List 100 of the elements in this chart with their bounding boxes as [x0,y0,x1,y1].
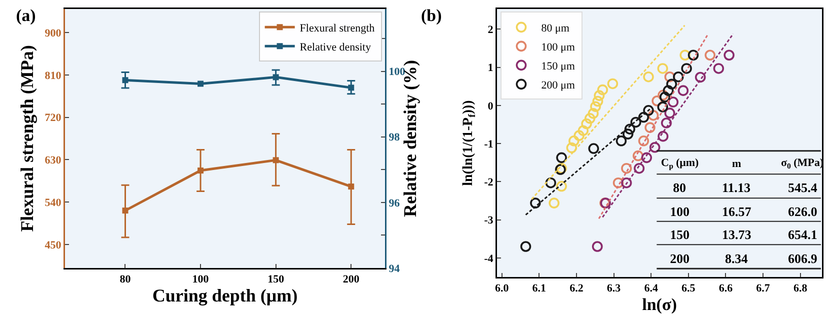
annotation: 13.73 [722,227,752,242]
point [662,85,674,96]
point [588,143,600,154]
point [584,113,596,124]
point [545,177,556,188]
annotation: C$_{p}$ (μm) [661,157,700,170]
chart-title: (a) [16,6,36,25]
y2-tick-label: 96 [388,197,400,210]
y2-tick-label: 94 [388,262,400,275]
x-tick-label: 100 [192,274,210,286]
point [652,95,662,106]
point [661,118,672,128]
point [592,241,603,252]
x-tick-label: 150 [268,274,285,286]
y-tick-label: 900 [44,27,62,40]
y-tick-label: -1 [484,138,494,150]
point [638,136,650,146]
y-tick-label: -3 [484,214,494,227]
point [672,71,684,82]
legend-label: Flexural strength [300,22,376,34]
point [678,85,689,96]
point [648,110,659,121]
annotation: 654.1 [788,227,818,242]
y-tick-label: 2 [488,24,494,36]
point [666,78,678,90]
point [574,130,584,141]
point [272,157,279,164]
point [644,122,656,133]
point [612,177,624,188]
x-tick-label: 80 [120,274,132,286]
point [566,142,578,154]
point [664,108,676,118]
annotation: 606.9 [788,251,818,266]
x-axis-title: ln(σ) [642,294,677,314]
y-tick-label: 810 [44,70,62,82]
point [664,71,676,82]
annotation: 100 [670,204,690,219]
x-tick-label: 6.5 [682,282,696,295]
point [622,128,634,140]
y-tick-label: 720 [44,112,62,124]
point [621,177,632,188]
point [548,198,560,208]
point [616,136,627,146]
y-tick-label: 450 [44,239,62,252]
annotation: 8.34 [725,251,748,266]
annotation: 626.0 [788,204,818,219]
annotation: 11.13 [722,180,752,195]
point [688,50,699,61]
point [713,63,724,74]
point [657,63,668,74]
x-tick-label: 6.1 [532,282,546,295]
point [556,152,567,164]
annotation: 16.57 [722,204,752,219]
point [198,168,204,174]
point [530,198,541,208]
x-tick-label: 6.4 [644,282,658,295]
x-tick-label: 6.8 [793,282,808,295]
point [638,112,650,123]
legend-label: 100 μm [541,41,576,54]
x-tick-label: 6.3 [606,282,622,295]
y-tick-label: -4 [484,252,494,265]
annotation: 200 [670,251,690,266]
x-tick-label: 6.7 [756,282,770,295]
y-tick-label: 540 [44,196,62,209]
point [657,102,668,112]
point [607,78,618,90]
point [668,96,679,108]
point [588,108,599,119]
point [568,136,580,146]
annotation: 545.4 [788,180,818,195]
point [592,96,604,107]
y-tick-label: 0 [488,100,494,112]
point [643,71,654,82]
point [556,180,567,192]
y-tick-label: 630 [44,154,62,167]
x-axis-title: Curing depth (μm) [152,286,298,306]
legend-label: 80 μm [541,22,570,34]
x-tick-label: 200 [342,274,360,286]
point [621,162,632,174]
point [649,142,660,153]
x-tick-label: 6.2 [570,282,584,295]
point [630,116,642,128]
point [680,50,690,61]
point [624,124,636,134]
y2-tick-label: 98 [388,132,400,144]
legend-label: 200 μm [541,79,576,92]
y-axis-title: Flexural strength (MPa) [17,45,38,232]
point [641,152,652,164]
point [520,241,532,252]
point [597,84,608,96]
legend-label: Relative density [300,41,372,54]
y-tick-label: -2 [484,176,494,189]
point [581,118,592,130]
point [681,63,692,74]
point [348,184,354,190]
point [634,162,645,174]
point [632,150,644,162]
point [658,130,668,142]
chart-title: (b) [421,6,442,25]
point [122,208,128,214]
